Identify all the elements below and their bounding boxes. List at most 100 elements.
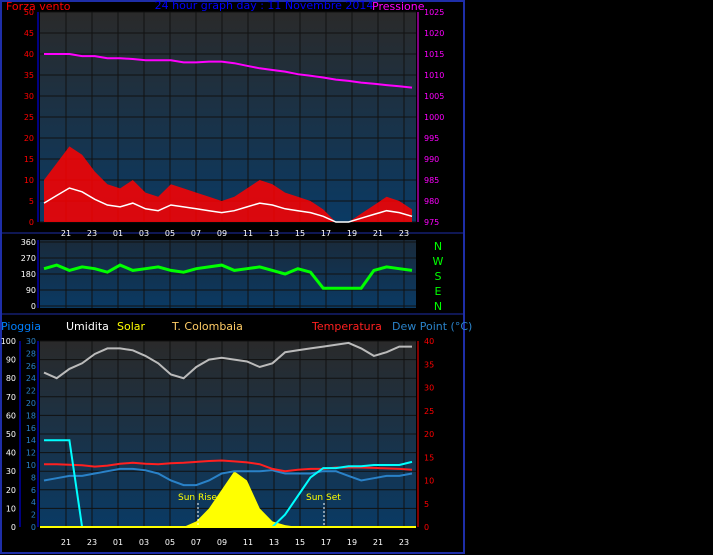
wind-tick-label: 40 [24,50,34,59]
wind-tick-label: 0 [29,218,34,227]
wind-tick-label: 35 [24,71,34,80]
x-tick-label: 21 [373,229,383,238]
humidity-tick-label: 20 [26,399,36,408]
wind-tick-label: 50 [24,8,34,17]
direction-tick-label: 0 [31,302,36,311]
wind-pressure-axes: 21 23 01 03 05 07 09 11 13 15 17 19 21 23051015202530… [24,8,445,238]
pressure-tick-label: 1010 [424,71,444,80]
humidity-tick-label: 26 [26,362,36,371]
humidity-tick-label: 18 [26,411,36,420]
compass-letter: E [435,285,442,298]
wind-direction-grid [40,240,416,308]
temperature-tick-label: 0 [424,523,429,532]
humidity-tick-label: 14 [26,436,36,445]
temperature-tick-label: 40 [424,337,434,346]
sun-set-label: Sun Set [306,493,341,503]
rain-tick-label: 70 [6,393,16,402]
x-tick-label: 01 [113,538,123,547]
humidity-tick-label: 12 [26,449,36,458]
rain-tick-label: 100 [1,337,16,346]
x-tick-label: 23 [87,538,97,547]
pressure-tick-label: 980 [424,197,439,206]
compass-letter: N [434,300,442,313]
pressure-tick-label: 1025 [424,8,444,17]
rain-tick-label: 20 [6,486,16,495]
x-tick-label: 21 [61,229,71,238]
temperature-tick-label: 30 [424,384,434,393]
direction-tick-label: 90 [26,286,36,295]
x-tick-label: 09 [217,229,227,238]
x-tick-label: 03 [139,538,149,547]
wind-tick-label: 20 [24,134,34,143]
humidity-tick-label: 22 [26,387,36,396]
temperature-legend: Temperatura [311,320,382,333]
colombaia-legend: T. Colombaia [171,320,243,333]
humidity-tick-label: 10 [26,461,36,470]
rain-axis-title: Pioggia [1,320,41,333]
wind-tick-label: 45 [24,29,34,38]
x-tick-label: 05 [165,229,175,238]
temperature-tick-label: 35 [424,360,434,369]
rain-tick-label: 30 [6,467,16,476]
temperature-axes: 21 23 01 03 05 07 09 11 13 15 17 19 21 23010203040506… [1,337,434,547]
chart-center-title: 24 hour graph day : 11 Novembre 2014 [155,0,374,12]
rain-tick-label: 40 [6,449,16,458]
outer-frame [0,0,465,554]
pressure-tick-label: 995 [424,134,439,143]
humidity-tick-label: 0 [31,523,36,532]
pressure-tick-label: 975 [424,218,439,227]
wind-direction-axes: 0 90 180 270 360 [21,238,39,311]
direction-tick-label: 360 [21,238,36,247]
x-tick-label: 19 [347,538,357,547]
sun-rise-label: Sun Rise [178,493,217,503]
pressure-tick-label: 990 [424,155,439,164]
solar-area [44,471,412,527]
pressure-tick-label: 1020 [424,29,444,38]
humidity-tick-label: 30 [26,337,36,346]
x-tick-label: 09 [217,538,227,547]
wind-pressure-data [43,53,413,223]
temperature-tick-label: 15 [424,453,434,462]
pressure-axis-title: Pressione [372,0,425,13]
humidity-line [43,341,412,380]
dewpoint-legend: Dew Point (°C) [392,320,472,333]
x-tick-label: 17 [321,538,331,547]
wind-tick-label: 25 [24,113,34,122]
humidity-tick-label: 8 [31,473,36,482]
temperature-tick-label: 20 [424,430,434,439]
pressure-tick-label: 1015 [424,50,444,59]
rain-tick-label: 50 [6,430,16,439]
temperature-tick-label: 10 [424,477,434,486]
wind-direction-data [43,263,413,290]
x-tick-label: 21 [373,538,383,547]
humidity-tick-label: 16 [26,424,36,433]
solar-legend: Solar [117,320,146,333]
x-tick-label: 23 [87,229,97,238]
humidity-legend: Umidita [66,320,109,333]
rain-tick-label: 60 [6,411,16,420]
x-tick-label: 13 [269,229,279,238]
direction-tick-label: 270 [21,254,36,263]
dewpoint-line [43,467,413,487]
humidity-tick-label: 2 [31,511,36,520]
wind-area [44,146,412,222]
x-tick-label: 13 [269,538,279,547]
wind-gust-line [43,187,413,223]
rain-tick-label: 90 [6,356,16,365]
temperature-data [40,341,416,528]
direction-line [43,263,413,290]
humidity-tick-label: 4 [31,498,36,507]
x-tick-label: 15 [295,229,305,238]
compass-letter: N [434,240,442,253]
x-tick-label: 19 [347,229,357,238]
x-tick-label: 11 [243,538,253,547]
x-tick-label: 15 [295,538,305,547]
x-tick-label: 11 [243,229,253,238]
rain-tick-label: 0 [11,523,16,532]
x-tick-label: 23 [399,538,409,547]
humidity-tick-label: 6 [31,486,36,495]
pressure-line [44,53,413,89]
pressure-tick-label: 1005 [424,92,444,101]
